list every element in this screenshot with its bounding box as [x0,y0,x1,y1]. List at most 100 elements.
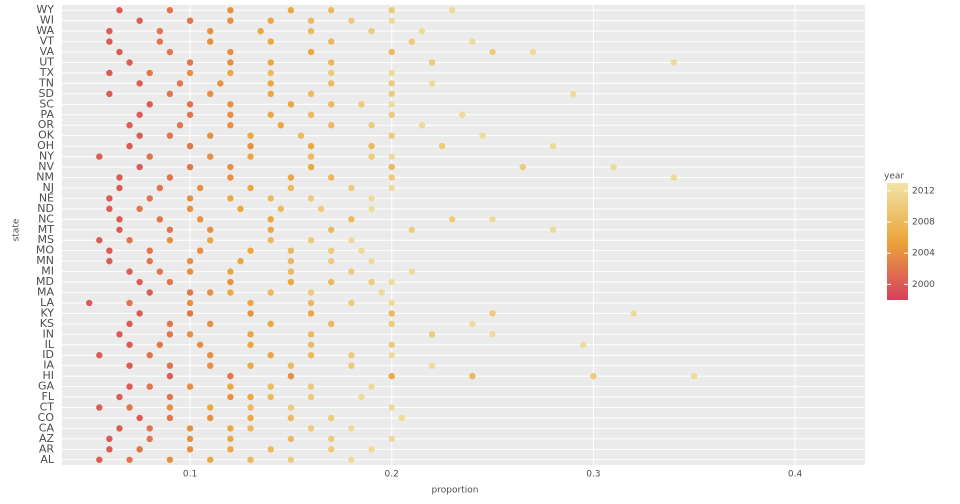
point [186,101,194,108]
point [186,435,194,443]
y-tick-label: AZ [39,432,55,445]
point [227,393,234,401]
y-tick-label: WI [40,14,54,27]
point [247,414,254,422]
point [328,7,335,14]
y-tick-label: NV [38,160,54,173]
point [307,17,315,24]
point [126,456,133,463]
point [388,101,395,108]
point [237,205,244,213]
point [186,69,194,77]
x-axis-label: proportion [432,486,479,496]
point [388,352,395,359]
point [186,310,194,317]
point [96,456,103,463]
y-tick-label: MS [38,233,54,246]
point [438,142,446,150]
point [247,142,254,150]
point [227,174,234,181]
point [106,69,113,77]
point [307,393,315,401]
point [388,48,395,56]
point [247,310,254,317]
point [106,195,113,202]
point [146,195,153,202]
point [307,341,315,348]
point [287,257,295,265]
point [479,132,486,139]
point [207,153,214,160]
point [328,247,335,254]
point [136,80,143,87]
y-tick-label: IA [43,359,54,372]
point [328,226,335,233]
point [690,372,698,380]
point [328,69,335,77]
point [227,383,234,390]
point [328,59,335,66]
point [106,257,113,265]
y-tick-label: ND [37,202,54,215]
point [207,38,214,45]
point [186,268,194,275]
point [186,331,194,338]
legend-label: 2012 [912,186,935,196]
point [489,331,496,338]
point [277,122,284,129]
y-tick-label: VT [40,35,55,48]
point [368,278,375,286]
point [116,184,123,192]
point [307,153,315,160]
point [106,90,113,98]
point [176,122,184,129]
point [176,80,184,87]
point [126,362,133,369]
point [116,425,123,432]
point [126,341,133,348]
point [307,90,315,98]
point [156,184,164,192]
legend-label: 2008 [912,218,935,228]
point [489,48,496,56]
point [388,17,395,24]
point [307,27,315,35]
point [307,289,315,296]
point [489,216,496,223]
point [186,289,194,296]
point [146,383,153,390]
point [267,216,274,223]
point [348,299,355,307]
point [358,247,365,254]
point [116,393,123,401]
point [348,237,355,244]
point [428,80,436,87]
point [267,69,274,77]
point [146,69,153,77]
y-tick-label: OH [37,139,54,152]
y-tick-label: ID [42,348,54,361]
point [368,27,375,35]
point [267,383,274,390]
point [227,111,234,118]
point [388,435,395,443]
y-tick-label: TX [39,66,55,79]
point [227,59,234,66]
point [166,132,174,139]
point [519,163,526,171]
y-tick-label: CO [38,411,55,424]
point [207,414,214,422]
point [428,331,436,338]
point [348,352,355,359]
point [217,80,224,87]
point [287,7,295,14]
point [358,101,365,108]
point [307,425,315,432]
point [267,80,274,87]
point [86,299,93,307]
point [287,278,295,286]
point [136,17,143,24]
point [106,435,113,443]
point [166,456,174,463]
y-tick-label: AR [39,442,55,455]
